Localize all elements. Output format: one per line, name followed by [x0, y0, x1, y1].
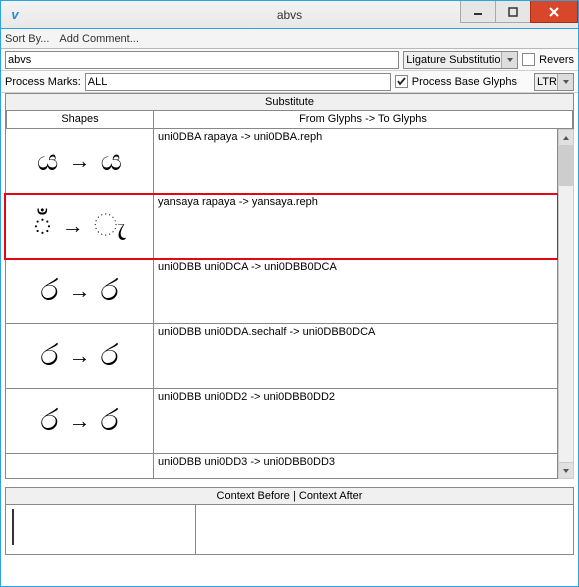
to-glyph: ය: [101, 146, 123, 176]
from-glyph: ඁ: [33, 211, 52, 241]
arrow-icon: →: [69, 408, 91, 434]
grid-wrap: ය → ය uni0DBA rapaya -> uni0DBA.rephඁ →ැ yans…: [5, 129, 574, 479]
scroll-up-button[interactable]: [559, 130, 573, 146]
shapes-cell: ර → ර: [6, 324, 154, 388]
lookup-type-select[interactable]: Ligature Substitution: [403, 51, 518, 69]
shapes-cell: ර → ර: [6, 259, 154, 323]
to-glyph: ර: [101, 406, 119, 436]
shapes-cell: [6, 454, 154, 478]
process-marks-input[interactable]: [85, 73, 391, 91]
column-headers: Shapes From Glyphs -> To Glyphs: [5, 111, 574, 129]
glyph-mapping-text: uni0DBB uni0DD3 -> uni0DBB0DD3: [154, 454, 557, 478]
glyph-mapping-text: uni0DBA rapaya -> uni0DBA.reph: [154, 129, 557, 193]
arrow-icon: →: [69, 278, 91, 304]
shapes-cell: ර → ර: [6, 389, 154, 453]
context-panel: [5, 505, 574, 555]
scroll-thumb[interactable]: [559, 146, 573, 186]
from-glyph: ර: [40, 406, 58, 436]
table-row[interactable]: ර → ර uni0DBB uni0DD2 -> uni0DBB0DD2: [5, 389, 558, 454]
reverse-checkbox[interactable]: [522, 53, 535, 66]
substitution-grid: ය → ය uni0DBA rapaya -> uni0DBA.rephඁ →ැ yans…: [5, 129, 558, 479]
direction-select[interactable]: LTR: [534, 73, 574, 91]
titlebar: v abvs: [1, 1, 578, 29]
from-glyph: ය: [37, 146, 59, 176]
window-title: abvs: [1, 8, 578, 22]
context-before-cell[interactable]: [6, 505, 196, 554]
toolbar-row-1: Ligature Substitution Revers: [1, 49, 578, 71]
substitute-header: Substitute: [5, 93, 574, 111]
chevron-down-icon: [557, 74, 573, 90]
toolbar-row-2: Process Marks: Process Base Glyphs LTR: [1, 71, 578, 93]
arrow-icon: →: [69, 148, 91, 174]
context-after-cell[interactable]: [196, 505, 573, 554]
arrow-icon: →: [69, 343, 91, 369]
lookup-type-value: Ligature Substitution: [406, 54, 506, 66]
shapes-cell: ය → ය: [6, 129, 154, 193]
from-glyph: ර: [40, 341, 58, 371]
glyphs-column-header: From Glyphs -> To Glyphs: [154, 111, 573, 129]
glyph-mapping-text: yansaya rapaya -> yansaya.reph: [154, 194, 557, 258]
table-row[interactable]: ර → ර uni0DBB uni0DDA.sechalf -> uni0DBB0DC…: [5, 324, 558, 389]
arrow-icon: →: [62, 213, 84, 239]
table-row[interactable]: ඁ →ැ yansaya rapaya -> yansaya.reph: [5, 194, 558, 259]
feature-name-input[interactable]: [5, 51, 399, 69]
process-marks-label: Process Marks:: [5, 76, 81, 88]
glyph-mapping-text: uni0DBB uni0DD2 -> uni0DBB0DD2: [154, 389, 557, 453]
chevron-down-icon: [501, 52, 517, 68]
to-glyph: ර: [101, 341, 119, 371]
process-base-checkbox[interactable]: [395, 75, 408, 88]
table-row[interactable]: uni0DBB uni0DD3 -> uni0DBB0DD3: [5, 454, 558, 479]
to-glyph: ැ: [94, 211, 126, 241]
reverse-label: Revers: [539, 54, 574, 66]
table-row[interactable]: ර → ර uni0DBB uni0DCA -> uni0DBB0DCA: [5, 259, 558, 324]
text-caret: [12, 509, 14, 545]
context-header: Context Before | Context After: [5, 487, 574, 505]
glyph-mapping-text: uni0DBB uni0DCA -> uni0DBB0DCA: [154, 259, 557, 323]
direction-value: LTR: [537, 76, 557, 88]
menubar: Sort By... Add Comment...: [1, 29, 578, 49]
to-glyph: ර: [101, 276, 119, 306]
check-icon: [396, 76, 407, 87]
table-row[interactable]: ය → ය uni0DBA rapaya -> uni0DBA.reph: [5, 129, 558, 194]
scroll-down-button[interactable]: [559, 462, 573, 478]
menu-comment[interactable]: Add Comment...: [59, 33, 138, 45]
menu-sort[interactable]: Sort By...: [5, 33, 49, 45]
process-base-label: Process Base Glyphs: [412, 76, 517, 88]
from-glyph: ර: [40, 276, 58, 306]
vertical-scrollbar[interactable]: [558, 129, 574, 479]
glyph-mapping-text: uni0DBB uni0DDA.sechalf -> uni0DBB0DCA: [154, 324, 557, 388]
shapes-column-header: Shapes: [6, 111, 154, 129]
shapes-cell: ඁ →ැ: [6, 194, 154, 258]
